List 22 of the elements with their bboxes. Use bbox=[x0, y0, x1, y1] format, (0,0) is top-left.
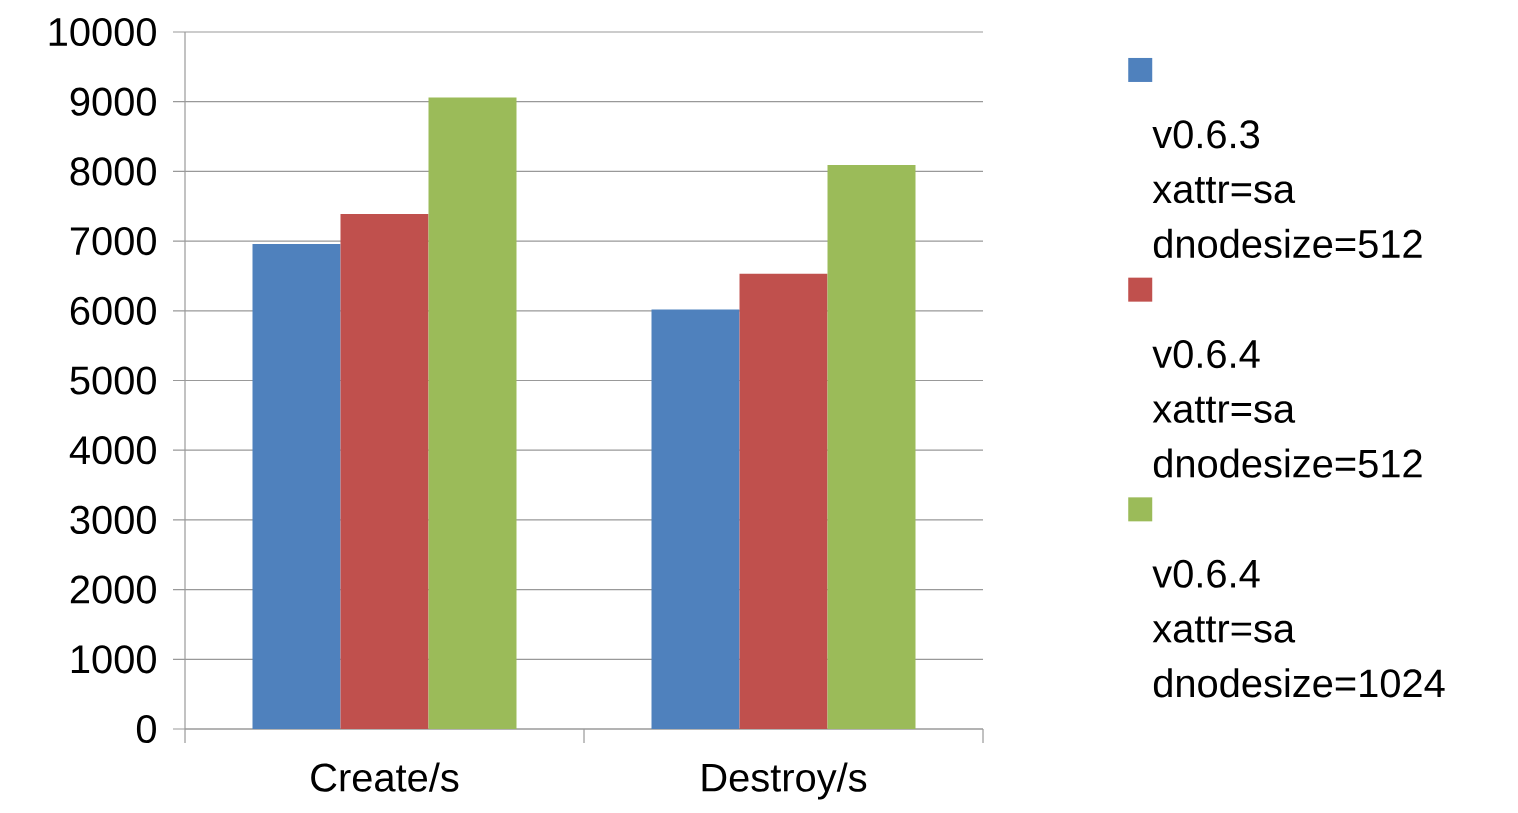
y-tick-label: 3000 bbox=[70, 505, 156, 535]
bar bbox=[428, 97, 517, 730]
legend-label: v0.6.4 xattr=sa dnodesize=512 bbox=[1152, 340, 1422, 478]
y-tick-label: 9000 bbox=[70, 87, 156, 116]
y-tick-label: 1000 bbox=[71, 645, 156, 674]
x-tick-label: Destroy/s bbox=[702, 762, 867, 800]
legend-label: v0.6.4 xattr=sa dnodesize=1024 bbox=[1152, 559, 1445, 698]
y-tick-label: 7000 bbox=[70, 227, 156, 256]
y-tick-label: 10000 bbox=[49, 17, 156, 47]
bar bbox=[340, 213, 429, 730]
bar bbox=[739, 273, 828, 730]
y-tick-label: 4000 bbox=[69, 436, 156, 465]
y-tick-label: 5000 bbox=[70, 366, 156, 395]
bar bbox=[827, 165, 916, 730]
y-tick-label: 2000 bbox=[70, 575, 156, 604]
bar bbox=[651, 309, 740, 730]
x-tick-label: Create/s bbox=[311, 762, 459, 792]
y-tick-label: 8000 bbox=[70, 157, 156, 186]
legend-label: v0.6.3 xattr=sa dnodesize=512 bbox=[1152, 120, 1422, 259]
y-tick-label: 0 bbox=[136, 714, 156, 744]
y-tick-label: 6000 bbox=[70, 296, 156, 325]
bar bbox=[252, 243, 341, 730]
